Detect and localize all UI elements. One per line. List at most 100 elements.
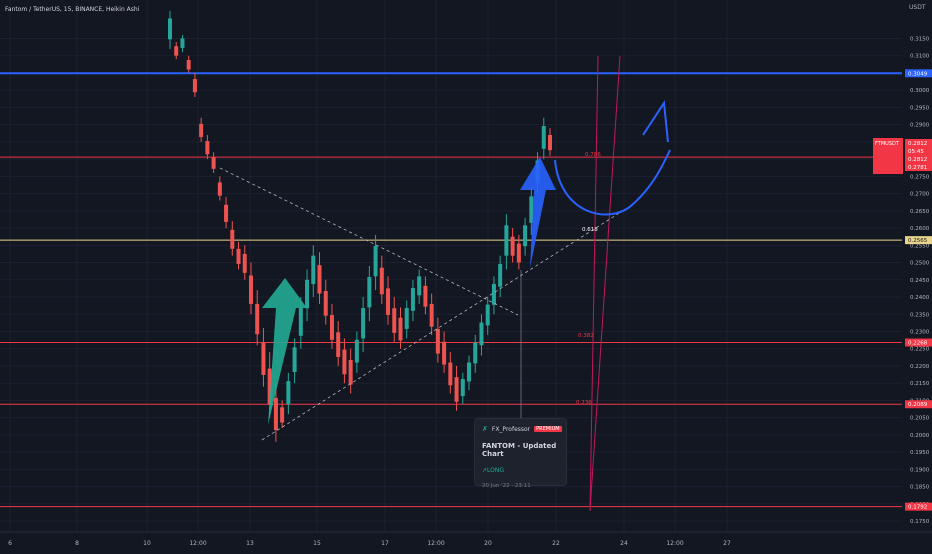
candle-body — [305, 279, 310, 309]
price-tag-value: 0.2812 — [908, 141, 927, 147]
candle-body — [261, 342, 266, 375]
price-tick-label: 0.2700 — [910, 192, 930, 198]
candle-body — [516, 243, 521, 263]
candle-body — [323, 290, 328, 316]
price-tag-box — [905, 139, 932, 147]
blue-up-arrow-icon — [520, 157, 556, 268]
candle-body — [529, 196, 534, 223]
price-tag-box — [905, 163, 932, 171]
candle-body — [242, 253, 247, 273]
candle-body — [248, 275, 253, 304]
candle-body — [361, 308, 366, 339]
price-tick-label: 0.2200 — [910, 364, 930, 370]
fib-label: 0.382 — [578, 333, 594, 339]
price-tick-label: 0.2650 — [910, 209, 930, 215]
candle-body — [473, 342, 478, 364]
grid — [0, 0, 902, 532]
candle-body — [417, 276, 422, 296]
price-tick-label: 0.2250 — [910, 347, 930, 353]
price-tick-label: 0.2300 — [910, 330, 930, 336]
price-tick-label: 0.2400 — [910, 295, 930, 301]
level-price-tag — [905, 400, 932, 409]
drawings — [219, 100, 671, 441]
candle-body — [467, 362, 472, 382]
candle-body — [367, 277, 372, 308]
time-tick-label: 22 — [552, 540, 560, 547]
axis-unit-label: USDT — [909, 4, 926, 11]
candles — [168, 10, 552, 442]
candle-body — [386, 288, 391, 315]
price-tick-label: 0.1900 — [910, 467, 930, 473]
candle-body — [354, 339, 359, 363]
projection-curve — [554, 149, 671, 216]
idea-author[interactable]: FX_Professor — [491, 425, 531, 433]
time-tick-label: 12:00 — [666, 540, 683, 547]
price-tick-label: 0.1850 — [910, 485, 930, 491]
candle-body — [498, 263, 503, 287]
price-tag-box — [905, 155, 932, 163]
fib-label: 0.786 — [585, 152, 601, 158]
price-tag-value: 0.2812 — [908, 157, 927, 163]
level-price-tag — [905, 69, 932, 78]
price-tag-value: 0.2781 — [908, 165, 927, 171]
level-price-tag — [905, 236, 932, 245]
fib-label: 0.618 — [582, 227, 598, 233]
price-tick-label: 0.3100 — [910, 54, 930, 60]
time-tick-label: 8 — [75, 540, 79, 547]
idea-timestamp: 20 Jun '22 · 23:11 — [482, 483, 531, 489]
candle-body — [180, 38, 185, 48]
candle-body — [541, 126, 546, 149]
price-tick-label: 0.1750 — [910, 519, 930, 525]
candle-body — [186, 60, 191, 70]
candle-body — [292, 347, 297, 373]
level-price-tag — [905, 502, 932, 511]
candle-body — [491, 283, 496, 305]
teal-up-arrow-icon — [262, 278, 307, 425]
candle-body — [224, 204, 229, 222]
descending-trendline — [219, 167, 519, 316]
level-price-label: 0.1792 — [908, 505, 927, 511]
candle-body — [429, 303, 434, 327]
price-tick-label: 0.2750 — [910, 174, 930, 180]
time-tick-label: 6 — [8, 540, 12, 547]
candle-body — [479, 322, 484, 346]
candle-body — [548, 135, 552, 151]
candle-body — [454, 377, 459, 402]
fib-label: 0.236 — [576, 400, 592, 406]
ascending-trendline — [261, 204, 633, 441]
fib-line — [589, 55, 599, 512]
candle-body — [174, 46, 179, 56]
level-price-label: 0.2565 — [908, 238, 928, 244]
candle-body — [398, 317, 403, 341]
candle-body — [435, 328, 440, 354]
candle-body — [373, 246, 378, 277]
level-price-tag — [905, 338, 932, 347]
idea-title[interactable]: FANTOM - Updated Chart — [482, 442, 557, 458]
time-tick-label: 20 — [484, 540, 492, 547]
price-axis[interactable]: 0.31500.31000.30000.29500.29000.28500.28… — [873, 0, 932, 532]
candle-body — [267, 368, 272, 405]
time-axis[interactable]: 6 8 10 12:00 13 15 17 12:00 20 22 24 12:00 27 — [0, 531, 932, 550]
projection-arrowhead-icon — [642, 100, 669, 143]
time-tick-label: 12:00 — [189, 540, 206, 547]
price-tick-label: 0.2050 — [910, 416, 930, 422]
candle-body — [392, 308, 397, 333]
candle-body — [317, 265, 322, 294]
level-price-label: 0.3049 — [908, 71, 928, 77]
time-tick-label: 24 — [620, 540, 628, 547]
price-tick-label: 0.2950 — [910, 105, 930, 111]
candle-body — [217, 182, 222, 196]
candle-body — [410, 288, 415, 311]
price-tick-label: 0.2000 — [910, 433, 930, 439]
time-tick-label: 12:00 — [427, 540, 444, 547]
candle-body — [311, 255, 316, 285]
candle-body — [255, 303, 260, 335]
candle-body — [448, 362, 453, 386]
candle-body — [460, 379, 465, 397]
candle-body — [236, 248, 241, 264]
idea-card[interactable]: ✗ FX_Professor PREMIUM FANTOM - Updated … — [474, 418, 567, 489]
candle-body — [168, 18, 172, 40]
time-tick-label: 13 — [246, 540, 254, 547]
